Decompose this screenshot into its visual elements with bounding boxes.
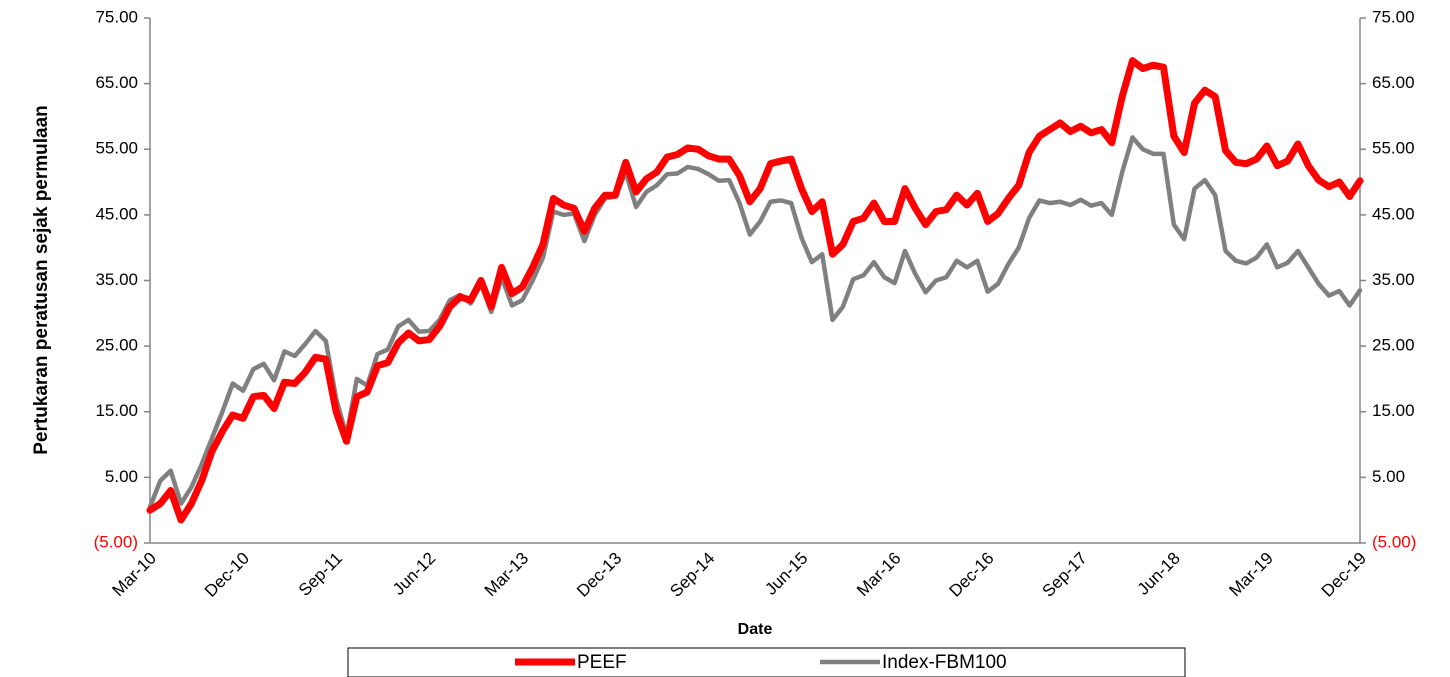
x-tick-label: Sep-11: [295, 549, 346, 600]
x-tick-label: Jun-12: [389, 549, 439, 599]
y2-tick-label: 55.00: [1372, 139, 1415, 158]
y2-tick-label: 65.00: [1372, 73, 1415, 92]
y-tick-label: 45.00: [95, 204, 138, 223]
x-tick-label: Jun-18: [1134, 549, 1184, 599]
legend-label: PEEF: [577, 652, 627, 673]
y2-tick-label: 75.00: [1372, 7, 1415, 26]
x-tick-label: Jun-15: [761, 549, 811, 599]
y-tick-label: 25.00: [95, 336, 138, 355]
y2-tick-label: 5.00: [1372, 467, 1405, 486]
y-tick-label: (5.00): [94, 532, 138, 551]
y-axis-title: Pertukaran peratusan sejak permulaan: [31, 105, 52, 455]
x-tick-label: Mar-10: [108, 549, 160, 601]
x-tick-label: Sep-14: [666, 549, 718, 601]
x-tick-label: Mar-13: [481, 549, 533, 601]
x-axis-title: Date: [738, 621, 773, 638]
y2-tick-label: 35.00: [1372, 270, 1415, 289]
y2-tick-label: 15.00: [1372, 401, 1415, 420]
legend-label: Index-FBM100: [882, 652, 1007, 673]
legend-box: [347, 647, 1186, 677]
y2-tick-label: (5.00): [1372, 532, 1416, 551]
x-tick-label: Dec-19: [1318, 549, 1370, 601]
x-tick-label: Mar-16: [853, 549, 905, 601]
y-tick-label: 65.00: [95, 73, 138, 92]
y-tick-label: 5.00: [105, 467, 138, 486]
x-tick-label: Dec-16: [945, 549, 997, 601]
y2-tick-label: 45.00: [1372, 204, 1415, 223]
x-tick-label: Dec-13: [573, 549, 625, 601]
y-tick-label: 15.00: [95, 401, 138, 420]
x-tick-label: Mar-19: [1225, 549, 1277, 601]
x-tick-label: Sep-17: [1039, 549, 1091, 601]
y2-tick-label: 25.00: [1372, 336, 1415, 355]
y-tick-label: 55.00: [95, 139, 138, 158]
y-tick-label: 75.00: [95, 7, 138, 26]
x-tick-label: Dec-10: [201, 549, 253, 601]
y-tick-label: 35.00: [95, 270, 138, 289]
series-line: [146, 57, 1364, 524]
